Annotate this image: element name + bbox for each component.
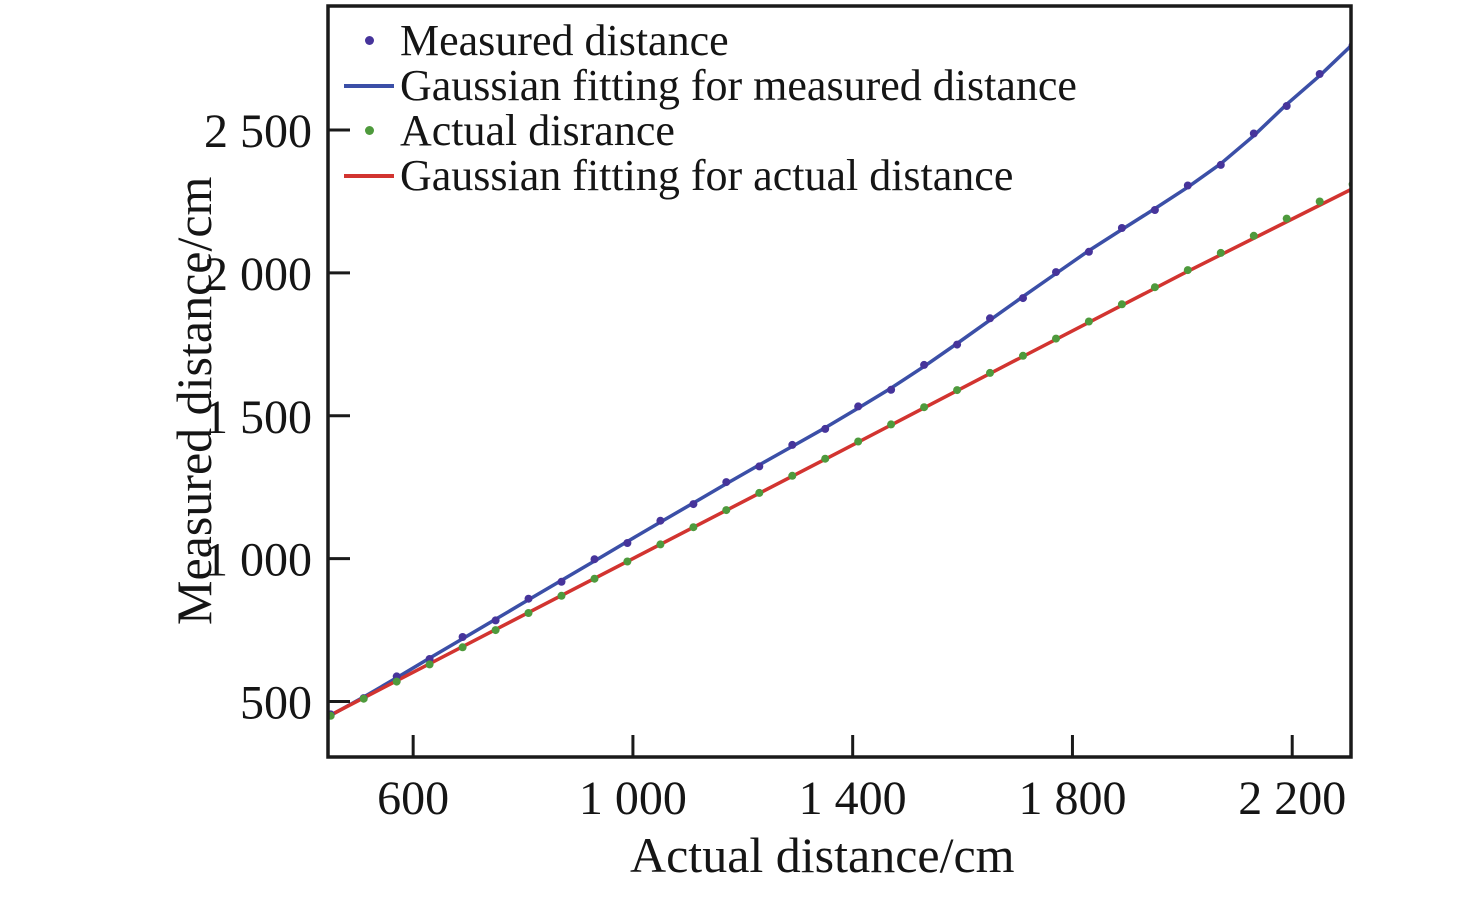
y-axis-title: Measured distance/cm	[166, 176, 222, 625]
data-point	[755, 488, 764, 497]
y-tick-label: 1 000	[204, 534, 312, 587]
y-tick-label: 2 500	[204, 105, 312, 158]
actual-fit-line-icon	[344, 173, 394, 178]
data-point	[1183, 181, 1192, 190]
data-point	[590, 555, 599, 564]
x-axis-title: Actual distance/cm	[630, 827, 1015, 883]
data-point	[722, 506, 731, 515]
measured-fit-line-icon	[344, 83, 394, 88]
legend-label-measured-fit: Gaussian fitting for measured distance	[400, 61, 1077, 110]
data-point	[524, 594, 533, 603]
data-point	[524, 609, 533, 617]
data-point	[689, 523, 698, 532]
data-point	[788, 440, 797, 449]
x-tick-label: 1 000	[579, 772, 687, 825]
legend-marker-cell	[338, 126, 400, 135]
legend-marker-cell	[338, 36, 400, 45]
data-point	[788, 471, 797, 480]
data-point	[590, 574, 599, 583]
y-tick-label: 1 500	[204, 391, 312, 444]
data-point	[1117, 224, 1126, 232]
actual-distance-dot-icon	[364, 126, 374, 135]
data-point	[623, 539, 632, 547]
data-point	[722, 478, 731, 487]
y-tick-label: 500	[240, 677, 312, 730]
data-point	[1019, 351, 1027, 360]
data-point	[1315, 70, 1324, 78]
x-tick-label: 600	[377, 772, 449, 825]
data-point	[458, 633, 467, 641]
legend-row-measured-fit: Gaussian fitting for measured distance	[338, 63, 1077, 108]
data-point	[1249, 129, 1258, 138]
data-point	[557, 591, 566, 600]
legend-marker-cell	[338, 83, 400, 88]
data-point	[986, 314, 994, 323]
data-point	[491, 626, 500, 635]
data-point	[689, 500, 698, 509]
data-point	[920, 360, 929, 369]
data-point	[1019, 294, 1027, 303]
data-point	[1117, 300, 1126, 309]
data-point	[1216, 160, 1225, 169]
measured-distance-dot-icon	[364, 36, 374, 45]
series-line-actual-fit	[328, 187, 1351, 718]
data-point	[1249, 231, 1258, 240]
x-tick-label: 1 400	[799, 772, 907, 825]
data-point	[1216, 248, 1225, 257]
data-point	[1282, 102, 1291, 110]
legend-marker-cell	[338, 173, 400, 178]
data-point	[755, 462, 764, 471]
data-point	[359, 694, 368, 703]
data-point	[392, 677, 401, 686]
legend: Measured distance Gaussian fitting for m…	[338, 18, 1077, 198]
x-tick-label: 2 200	[1238, 772, 1346, 825]
legend-row-actual-fit: Gaussian fitting for actual distance	[338, 153, 1077, 198]
data-point	[1150, 283, 1159, 292]
data-point	[953, 340, 962, 349]
data-point	[1052, 334, 1060, 343]
data-point	[1052, 268, 1060, 277]
x-tick-label: 1 800	[1018, 772, 1126, 825]
data-point	[887, 420, 896, 429]
legend-label-measured-distance: Measured distance	[400, 16, 729, 65]
legend-label-actual-fit: Gaussian fitting for actual distance	[400, 151, 1014, 200]
legend-row-actual-distance: Actual disrance	[338, 108, 1077, 153]
data-point	[1084, 247, 1093, 256]
data-point	[458, 643, 467, 652]
data-point	[953, 386, 962, 395]
data-point	[1183, 266, 1192, 275]
data-point	[557, 577, 566, 586]
data-point	[821, 424, 830, 433]
data-point	[854, 437, 863, 446]
data-point	[425, 660, 434, 669]
data-point	[491, 616, 500, 625]
series-points-actual-points	[328, 180, 1351, 720]
data-point	[656, 540, 665, 549]
legend-label-actual-distance: Actual disrance	[400, 106, 675, 155]
data-point	[1150, 206, 1159, 214]
plot-frame	[326, 4, 1353, 759]
data-point	[1282, 214, 1291, 223]
data-point	[986, 368, 994, 377]
y-tick-label: 2 000	[204, 248, 312, 301]
data-point	[623, 557, 632, 566]
data-point	[920, 403, 929, 412]
data-point	[1315, 197, 1324, 206]
data-point	[1084, 317, 1093, 326]
data-point	[821, 454, 830, 463]
data-point	[854, 402, 863, 411]
data-point	[887, 385, 896, 394]
data-point	[656, 516, 665, 525]
legend-row-measured-distance: Measured distance	[338, 18, 1077, 63]
